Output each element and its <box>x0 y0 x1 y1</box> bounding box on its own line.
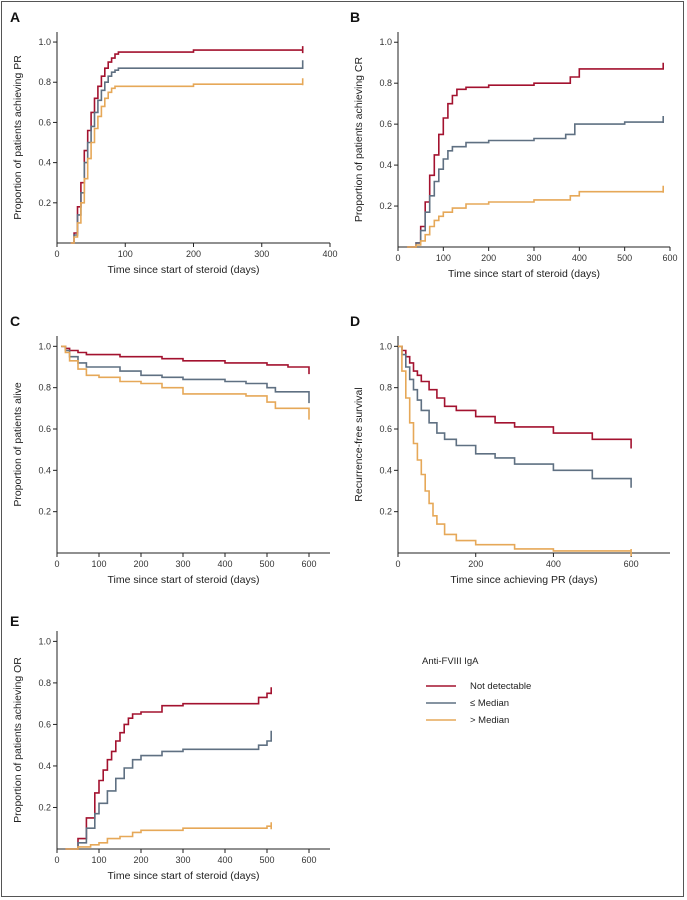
panel-d-letter: D <box>350 313 360 329</box>
panel-b-y-tick-label: 0.8 <box>379 78 392 88</box>
panel-e-y-tick-label: 1.0 <box>38 636 51 646</box>
panel-b-x-tick-label: 300 <box>526 253 541 263</box>
panel-d-series-1 <box>398 345 632 488</box>
panel-b: B 0 100 200 300 400 500 600 0.2 0.4 0.6 0.8 1.0 Time … <box>350 9 678 280</box>
panel-c-y-tick-label: 0.4 <box>38 465 51 475</box>
panel-b-x-tick-label: 400 <box>572 253 587 263</box>
panel-a-x-tick-label: 300 <box>254 249 269 259</box>
panel-c-y-tick-label: 1.0 <box>38 341 51 351</box>
panel-c-x-tick-label: 500 <box>259 559 274 569</box>
panel-d-y-title: Recurrence-free survival <box>353 387 365 501</box>
panel-e-x-tick-label: 0 <box>54 855 59 865</box>
panel-c-x-tick-label: 200 <box>133 559 148 569</box>
panel-a-letter: A <box>10 9 20 25</box>
panel-e-series-2 <box>65 822 272 850</box>
panel-b-x-tick-label: 600 <box>662 253 677 263</box>
panel-d-y-tick-label: 0.4 <box>379 465 392 475</box>
panel-c-series-1 <box>61 345 310 404</box>
legend: Anti-FVIII IgA Not detectable ≤ Median >… <box>422 656 531 726</box>
panel-e-x-tick-label: 100 <box>91 855 106 865</box>
panel-c-x-tick-label: 300 <box>175 559 190 569</box>
panel-a: A 0 100 200 300 400 0.2 0.4 0.6 0.8 1.0 Time since … <box>10 9 338 276</box>
panel-a-y-tick-label: 0.8 <box>38 77 51 87</box>
panel-e-series-0 <box>65 687 272 850</box>
panel-c-x-tick-label: 0 <box>54 559 59 569</box>
panel-c-x-tick-label: 400 <box>217 559 232 569</box>
panel-d-x-title: Time since achieving PR (days) <box>450 574 597 586</box>
panel-c-y-tick-label: 0.6 <box>38 424 51 434</box>
panel-a-y-tick-label: 0.4 <box>38 158 51 168</box>
panel-b-y-tick-label: 0.4 <box>379 160 392 170</box>
panel-a-x-tick-label: 100 <box>118 249 133 259</box>
panel-d-y-tick-label: 0.8 <box>379 383 392 393</box>
panel-e-x-tick-label: 400 <box>217 855 232 865</box>
panel-b-y-tick-label: 0.6 <box>379 119 392 129</box>
panel-e-y-tick-label: 0.8 <box>38 678 51 688</box>
panel-b-x-tick-label: 500 <box>617 253 632 263</box>
panel-e-x-tick-label: 300 <box>175 855 190 865</box>
panel-e-y-tick-label: 0.6 <box>38 719 51 729</box>
panel-c-y-title: Proportion of patients alive <box>12 382 24 506</box>
panel-b-series-1 <box>407 116 664 248</box>
panel-b-x-tick-label: 0 <box>395 253 400 263</box>
panel-c: C 0 100 200 300 400 500 600 0.2 0.4 0.6 0.8 1.0 Time … <box>10 313 330 586</box>
panel-d-x-tick-label: 400 <box>546 559 561 569</box>
panel-d-y-tick-label: 0.6 <box>379 424 392 434</box>
panel-e-x-tick-label: 600 <box>301 855 316 865</box>
panel-a-x-tick-label: 400 <box>322 249 337 259</box>
panel-b-y-tick-label: 1.0 <box>379 37 392 47</box>
panel-a-y-title: Proportion of patients achieving PR <box>12 55 24 220</box>
panel-e-y-title: Proportion of patients achieving OR <box>12 657 24 823</box>
panel-b-series-0 <box>407 62 664 248</box>
panel-b-y-title: Proportion of patients achieving CR <box>353 57 365 223</box>
panel-c-y-tick-label: 0.2 <box>38 507 51 517</box>
panel-a-x-tick-label: 200 <box>186 249 201 259</box>
panel-b-x-tick-label: 200 <box>481 253 496 263</box>
panel-a-x-tick-label: 0 <box>54 249 59 259</box>
panel-a-series-1 <box>70 60 304 244</box>
panel-b-x-title: Time since start of steroid (days) <box>448 268 600 280</box>
panel-b-series-2 <box>407 185 664 248</box>
panel-d-x-tick-label: 0 <box>395 559 400 569</box>
panel-d-x-tick-label: 200 <box>468 559 483 569</box>
panel-b-letter: B <box>350 9 360 25</box>
panel-d-y-tick-label: 1.0 <box>379 341 392 351</box>
panel-c-x-tick-label: 100 <box>91 559 106 569</box>
panel-e-series-1 <box>65 730 272 850</box>
panel-b-x-tick-label: 100 <box>436 253 451 263</box>
panel-e-y-tick-label: 0.2 <box>38 802 51 812</box>
legend-label-le-median: ≤ Median <box>470 698 509 709</box>
panel-e-letter: E <box>10 613 19 629</box>
panel-d-y-tick-label: 0.2 <box>379 507 392 517</box>
panel-a-series-2 <box>70 78 304 244</box>
panel-a-y-tick-label: 1.0 <box>38 37 51 47</box>
panel-b-y-tick-label: 0.2 <box>379 201 392 211</box>
panel-e-y-tick-label: 0.4 <box>38 761 51 771</box>
panel-d-series-2 <box>398 345 632 556</box>
panel-c-series-2 <box>61 345 310 420</box>
panel-a-y-tick-label: 0.2 <box>38 198 51 208</box>
panel-c-letter: C <box>10 313 20 329</box>
panel-c-series-0 <box>61 345 310 375</box>
panel-a-y-tick-label: 0.6 <box>38 117 51 127</box>
panel-d-series-0 <box>398 345 632 449</box>
panel-a-x-title: Time since start of steroid (days) <box>108 264 260 276</box>
panel-e-x-tick-label: 500 <box>259 855 274 865</box>
legend-label-gt-median: > Median <box>470 715 509 726</box>
panel-a-series-0 <box>70 46 304 244</box>
panel-d-x-tick-label: 600 <box>624 559 639 569</box>
legend-title: Anti-FVIII IgA <box>422 656 479 667</box>
panel-c-x-tick-label: 600 <box>301 559 316 569</box>
panel-c-y-tick-label: 0.8 <box>38 383 51 393</box>
panel-e-x-tick-label: 200 <box>133 855 148 865</box>
panel-e-x-title: Time since start of steroid (days) <box>108 870 260 882</box>
panel-e: E 0 100 200 300 400 500 600 0.2 0.4 0.6 0.8 1.0 Time … <box>10 613 330 882</box>
legend-label-not-detectable: Not detectable <box>470 681 531 692</box>
panel-d: D 0 200 400 600 0.2 0.4 0.6 0.8 1.0 Time since ach… <box>350 313 670 586</box>
panel-c-x-title: Time since start of steroid (days) <box>108 574 260 586</box>
